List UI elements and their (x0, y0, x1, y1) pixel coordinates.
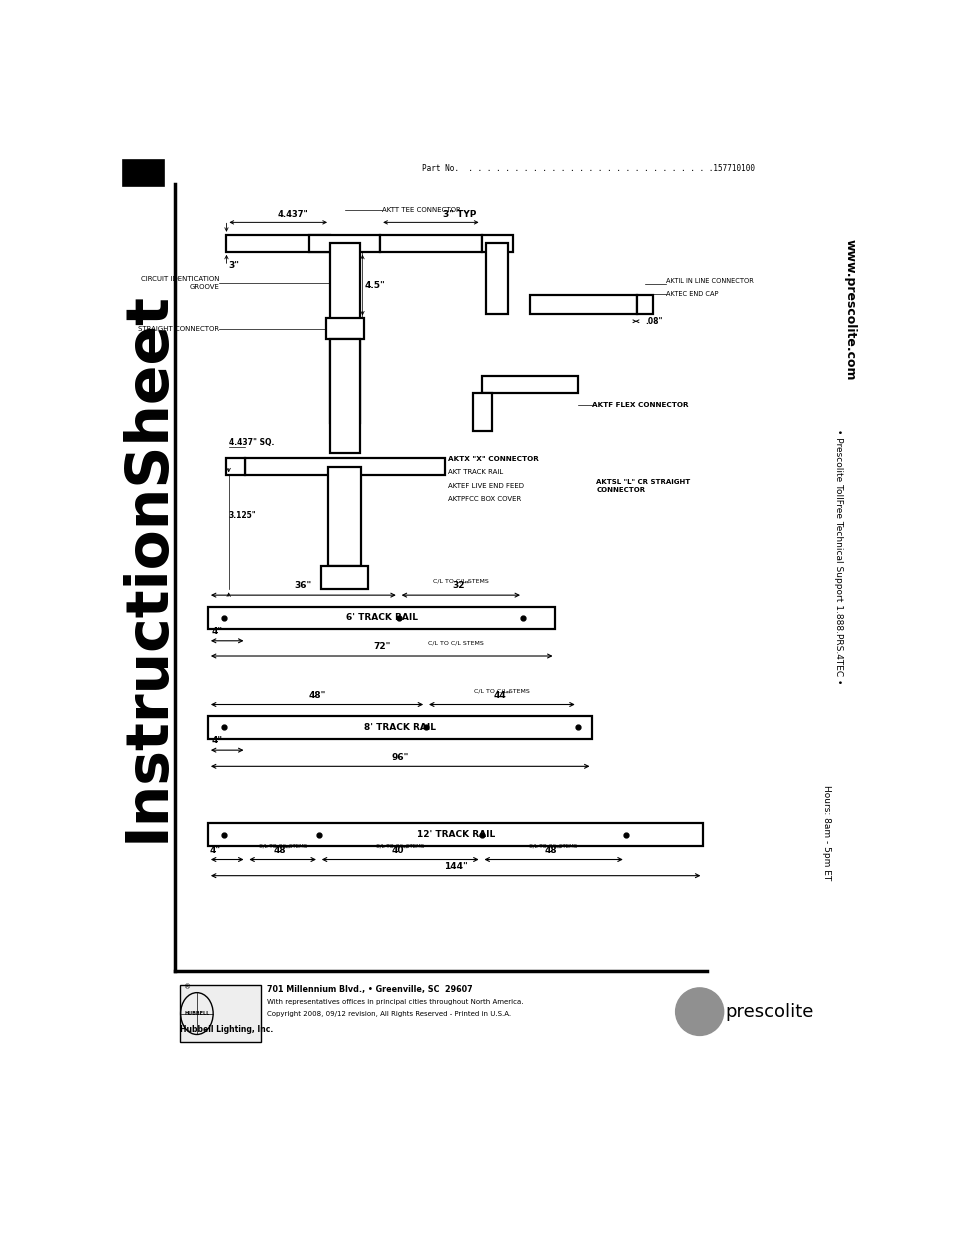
Bar (333, 475, 356, 561)
Text: AKTT TEE CONNECTOR: AKTT TEE CONNECTOR (381, 207, 460, 212)
Text: • Prescolite TollFree Technical Support 1.888.PRS.4TEC •: • Prescolite TollFree Technical Support … (833, 430, 842, 684)
Bar (211, 610, 552, 626)
Bar (330, 322, 359, 336)
Bar (529, 295, 637, 314)
Text: 4.5": 4.5" (364, 280, 385, 290)
Bar (208, 606, 555, 630)
Bar (532, 299, 633, 310)
Bar (321, 566, 368, 589)
Text: C/L TO C/L STEMS: C/L TO C/L STEMS (427, 641, 483, 646)
Text: C/L TO C/L STEMS: C/L TO C/L STEMS (258, 844, 307, 848)
Bar (481, 235, 512, 252)
Bar (325, 571, 364, 584)
Text: C/L TO C/L STEMS: C/L TO C/L STEMS (529, 844, 578, 848)
Text: AKTF FLEX CONNECTOR: AKTF FLEX CONNECTOR (592, 401, 688, 408)
Text: AKTIL IN LINE CONNECTOR: AKTIL IN LINE CONNECTOR (665, 278, 754, 284)
Bar (335, 340, 355, 448)
Text: 144": 144" (443, 862, 467, 871)
Bar (208, 716, 592, 739)
Text: AKTEC END CAP: AKTEC END CAP (665, 290, 719, 296)
Bar (484, 380, 574, 389)
Bar (229, 462, 243, 472)
Text: AKT TRACK RAIL: AKT TRACK RAIL (448, 469, 503, 475)
Bar (245, 458, 444, 475)
Text: 6' TRACK RAIL: 6' TRACK RAIL (345, 614, 417, 622)
Text: AKTEF LIVE END FEED: AKTEF LIVE END FEED (448, 483, 524, 489)
Bar (485, 243, 508, 314)
Text: 48": 48" (544, 846, 561, 855)
Bar (476, 393, 488, 426)
Text: 48": 48" (308, 690, 325, 700)
Text: AKTSL "L" CR STRAIGHT
CONNECTOR: AKTSL "L" CR STRAIGHT CONNECTOR (596, 479, 690, 493)
Text: AKTPFCC BOX COVER: AKTPFCC BOX COVER (448, 496, 521, 503)
Bar (314, 238, 375, 248)
Text: Part No.  . . . . . . . . . . . . . . . . . . . . . . . . . . .157710100: Part No. . . . . . . . . . . . . . . . .… (421, 164, 755, 173)
Text: HUBBELL: HUBBELL (184, 1011, 210, 1016)
Bar (208, 824, 702, 846)
Bar (481, 377, 577, 393)
Bar (637, 295, 653, 314)
Bar (472, 393, 492, 431)
Text: 12' TRACK RAIL: 12' TRACK RAIL (416, 830, 495, 840)
Text: Hubbell Lighting, Inc.: Hubbell Lighting, Inc. (180, 1025, 273, 1034)
Text: With representatives offices in principal cities throughout North America.: With representatives offices in principa… (267, 999, 523, 1005)
Text: 3" TYP: 3" TYP (442, 210, 476, 219)
Text: 96": 96" (391, 752, 409, 762)
Bar (380, 235, 481, 252)
Text: C/L TO C/L STEMS: C/L TO C/L STEMS (375, 844, 424, 848)
Text: STRAIGHT CONNECTOR: STRAIGHT CONNECTOR (138, 326, 219, 332)
Text: www.prescolite.com: www.prescolite.com (842, 240, 856, 380)
Text: C/L TO C/L STEMS: C/L TO C/L STEMS (433, 579, 488, 584)
Bar (229, 238, 327, 248)
Text: prescolite: prescolite (724, 1003, 813, 1020)
Text: 72": 72" (373, 642, 390, 651)
Text: 4.437" SQ.: 4.437" SQ. (229, 438, 274, 447)
Bar (384, 238, 479, 248)
Bar (123, 159, 164, 186)
Text: InstructionSheet: InstructionSheet (119, 291, 175, 842)
Text: 32": 32" (452, 582, 469, 590)
Text: AKTX "X" CONNECTOR: AKTX "X" CONNECTOR (448, 456, 538, 462)
Bar (226, 235, 330, 252)
Text: 3": 3" (229, 262, 239, 270)
Text: 48": 48" (274, 846, 291, 855)
Text: 40": 40" (391, 846, 409, 855)
Bar (226, 458, 245, 475)
Text: ®: ® (183, 984, 191, 990)
Text: Copyright 2008, 09/12 revision, All Rights Reserved - Printed in U.S.A.: Copyright 2008, 09/12 revision, All Righ… (267, 1010, 511, 1016)
Ellipse shape (675, 988, 723, 1035)
Bar (330, 243, 359, 424)
Text: Hours: 8am - 5pm ET: Hours: 8am - 5pm ET (821, 785, 830, 881)
Bar (330, 340, 359, 453)
Text: 44": 44" (493, 690, 510, 700)
Bar (325, 319, 364, 340)
Bar (484, 238, 509, 248)
Text: 4": 4" (212, 627, 223, 636)
Bar (211, 720, 589, 735)
Bar (335, 252, 355, 419)
Bar (249, 462, 440, 472)
Text: 8' TRACK RAIL: 8' TRACK RAIL (364, 722, 436, 732)
Text: CIRCUIT IDENTICATION
GROOVE: CIRCUIT IDENTICATION GROOVE (140, 277, 219, 290)
Bar (180, 986, 261, 1042)
Text: 36": 36" (294, 582, 312, 590)
Text: 3.125": 3.125" (229, 511, 256, 520)
Text: 4.437": 4.437" (277, 210, 308, 219)
Bar (211, 827, 700, 842)
Text: C/L TO C/L STEMS: C/L TO C/L STEMS (474, 688, 529, 693)
Text: 701 Millennium Blvd., • Greenville, SC  29607: 701 Millennium Blvd., • Greenville, SC 2… (267, 986, 473, 994)
Bar (309, 235, 380, 252)
Bar (328, 467, 360, 566)
Text: 4": 4" (210, 846, 220, 855)
Bar (488, 252, 505, 308)
Text: 4": 4" (212, 736, 223, 746)
Text: .08": .08" (645, 316, 662, 326)
